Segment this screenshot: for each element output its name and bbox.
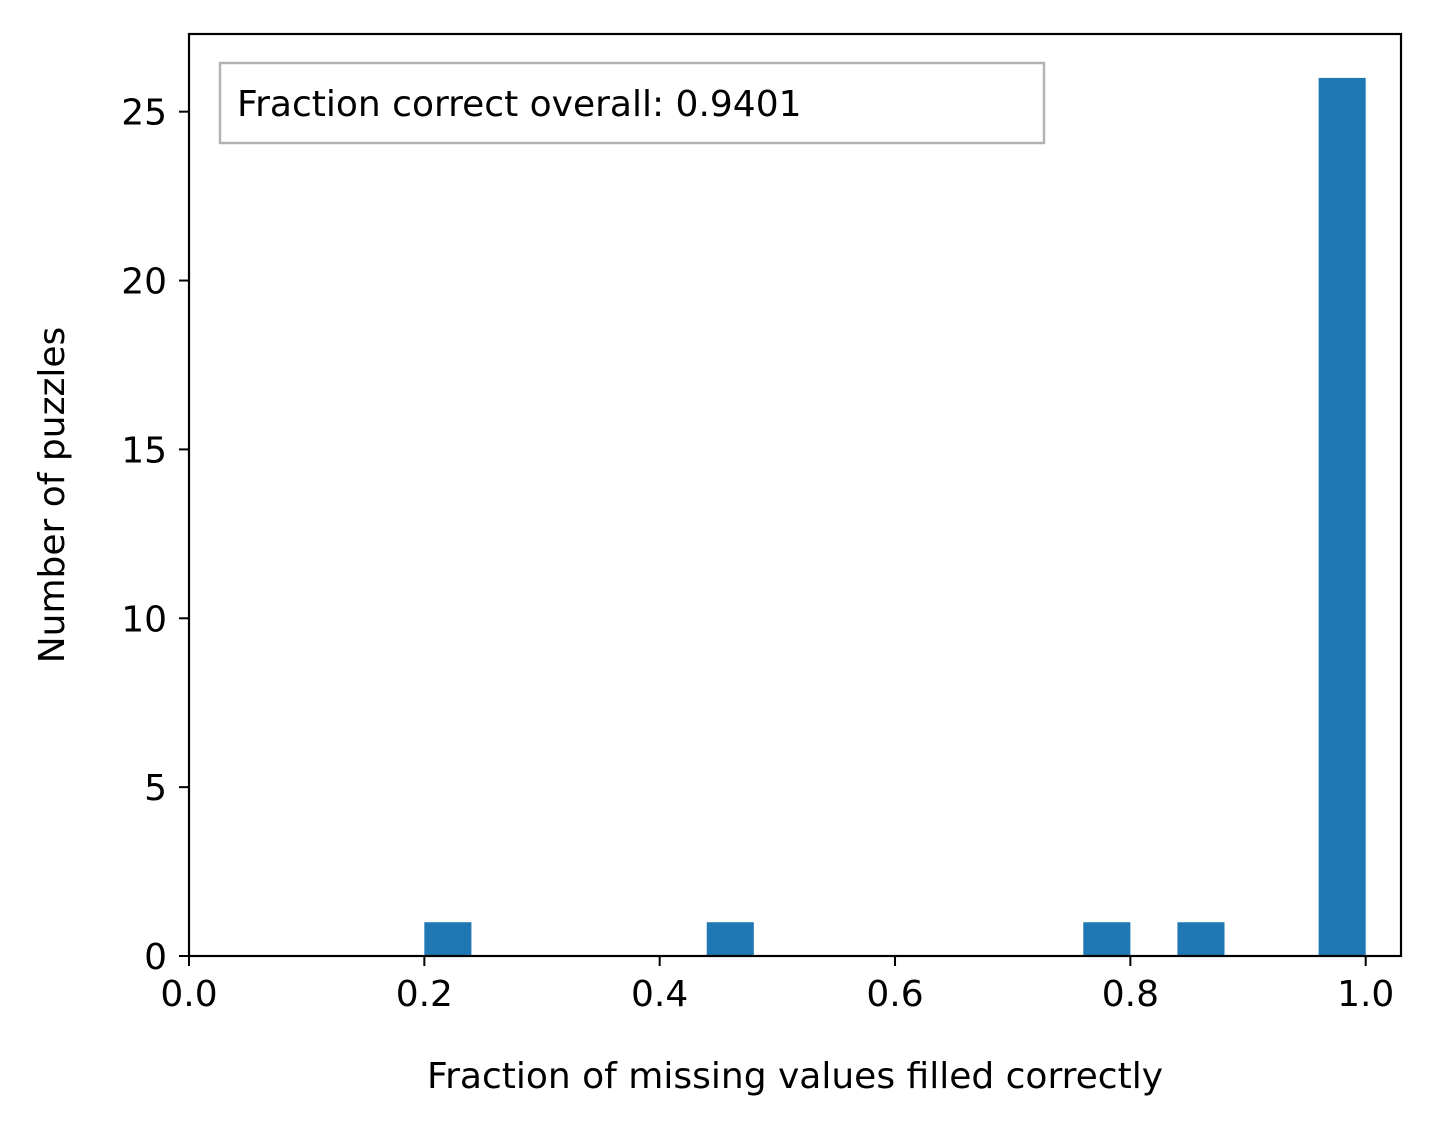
y-tick-label: 5: [144, 768, 167, 809]
y-tick-label: 25: [121, 93, 167, 134]
histogram-bar-0: [424, 922, 472, 956]
bars-group: [424, 77, 1366, 956]
y-tick-label: 20: [121, 262, 167, 303]
y-tick-label: 0: [144, 937, 167, 978]
y-tick-label: 15: [121, 430, 167, 471]
histogram-bar-3: [1177, 922, 1225, 956]
x-axis-title: Fraction of missing values filled correc…: [427, 1056, 1163, 1097]
annotation-text: Fraction correct overall: 0.9401: [237, 84, 802, 125]
y-axis-title: Number of puzzles: [32, 327, 73, 664]
histogram-bar-1: [706, 922, 754, 956]
x-axis: 0.0 0.2 0.4 0.6 0.8 1.0: [160, 956, 1394, 1015]
plot-frame: [187, 32, 1403, 958]
x-tick-label: 0.2: [396, 974, 453, 1015]
annotation-frame: [218, 61, 1046, 145]
x-tick-label: 0.0: [160, 974, 217, 1015]
x-tick-label: 0.6: [866, 974, 923, 1015]
annotation-box: Fraction correct overall: 0.9401: [218, 61, 1046, 145]
histogram-bar-2: [1083, 922, 1131, 956]
x-tick-label: 0.4: [631, 974, 688, 1015]
y-tick-label: 10: [121, 599, 167, 640]
y-axis: 0 5 10 15 20 25: [121, 93, 189, 978]
x-tick-label: 0.8: [1102, 974, 1159, 1015]
histogram-bar-4: [1318, 77, 1366, 956]
x-tick-label: 1.0: [1337, 974, 1394, 1015]
